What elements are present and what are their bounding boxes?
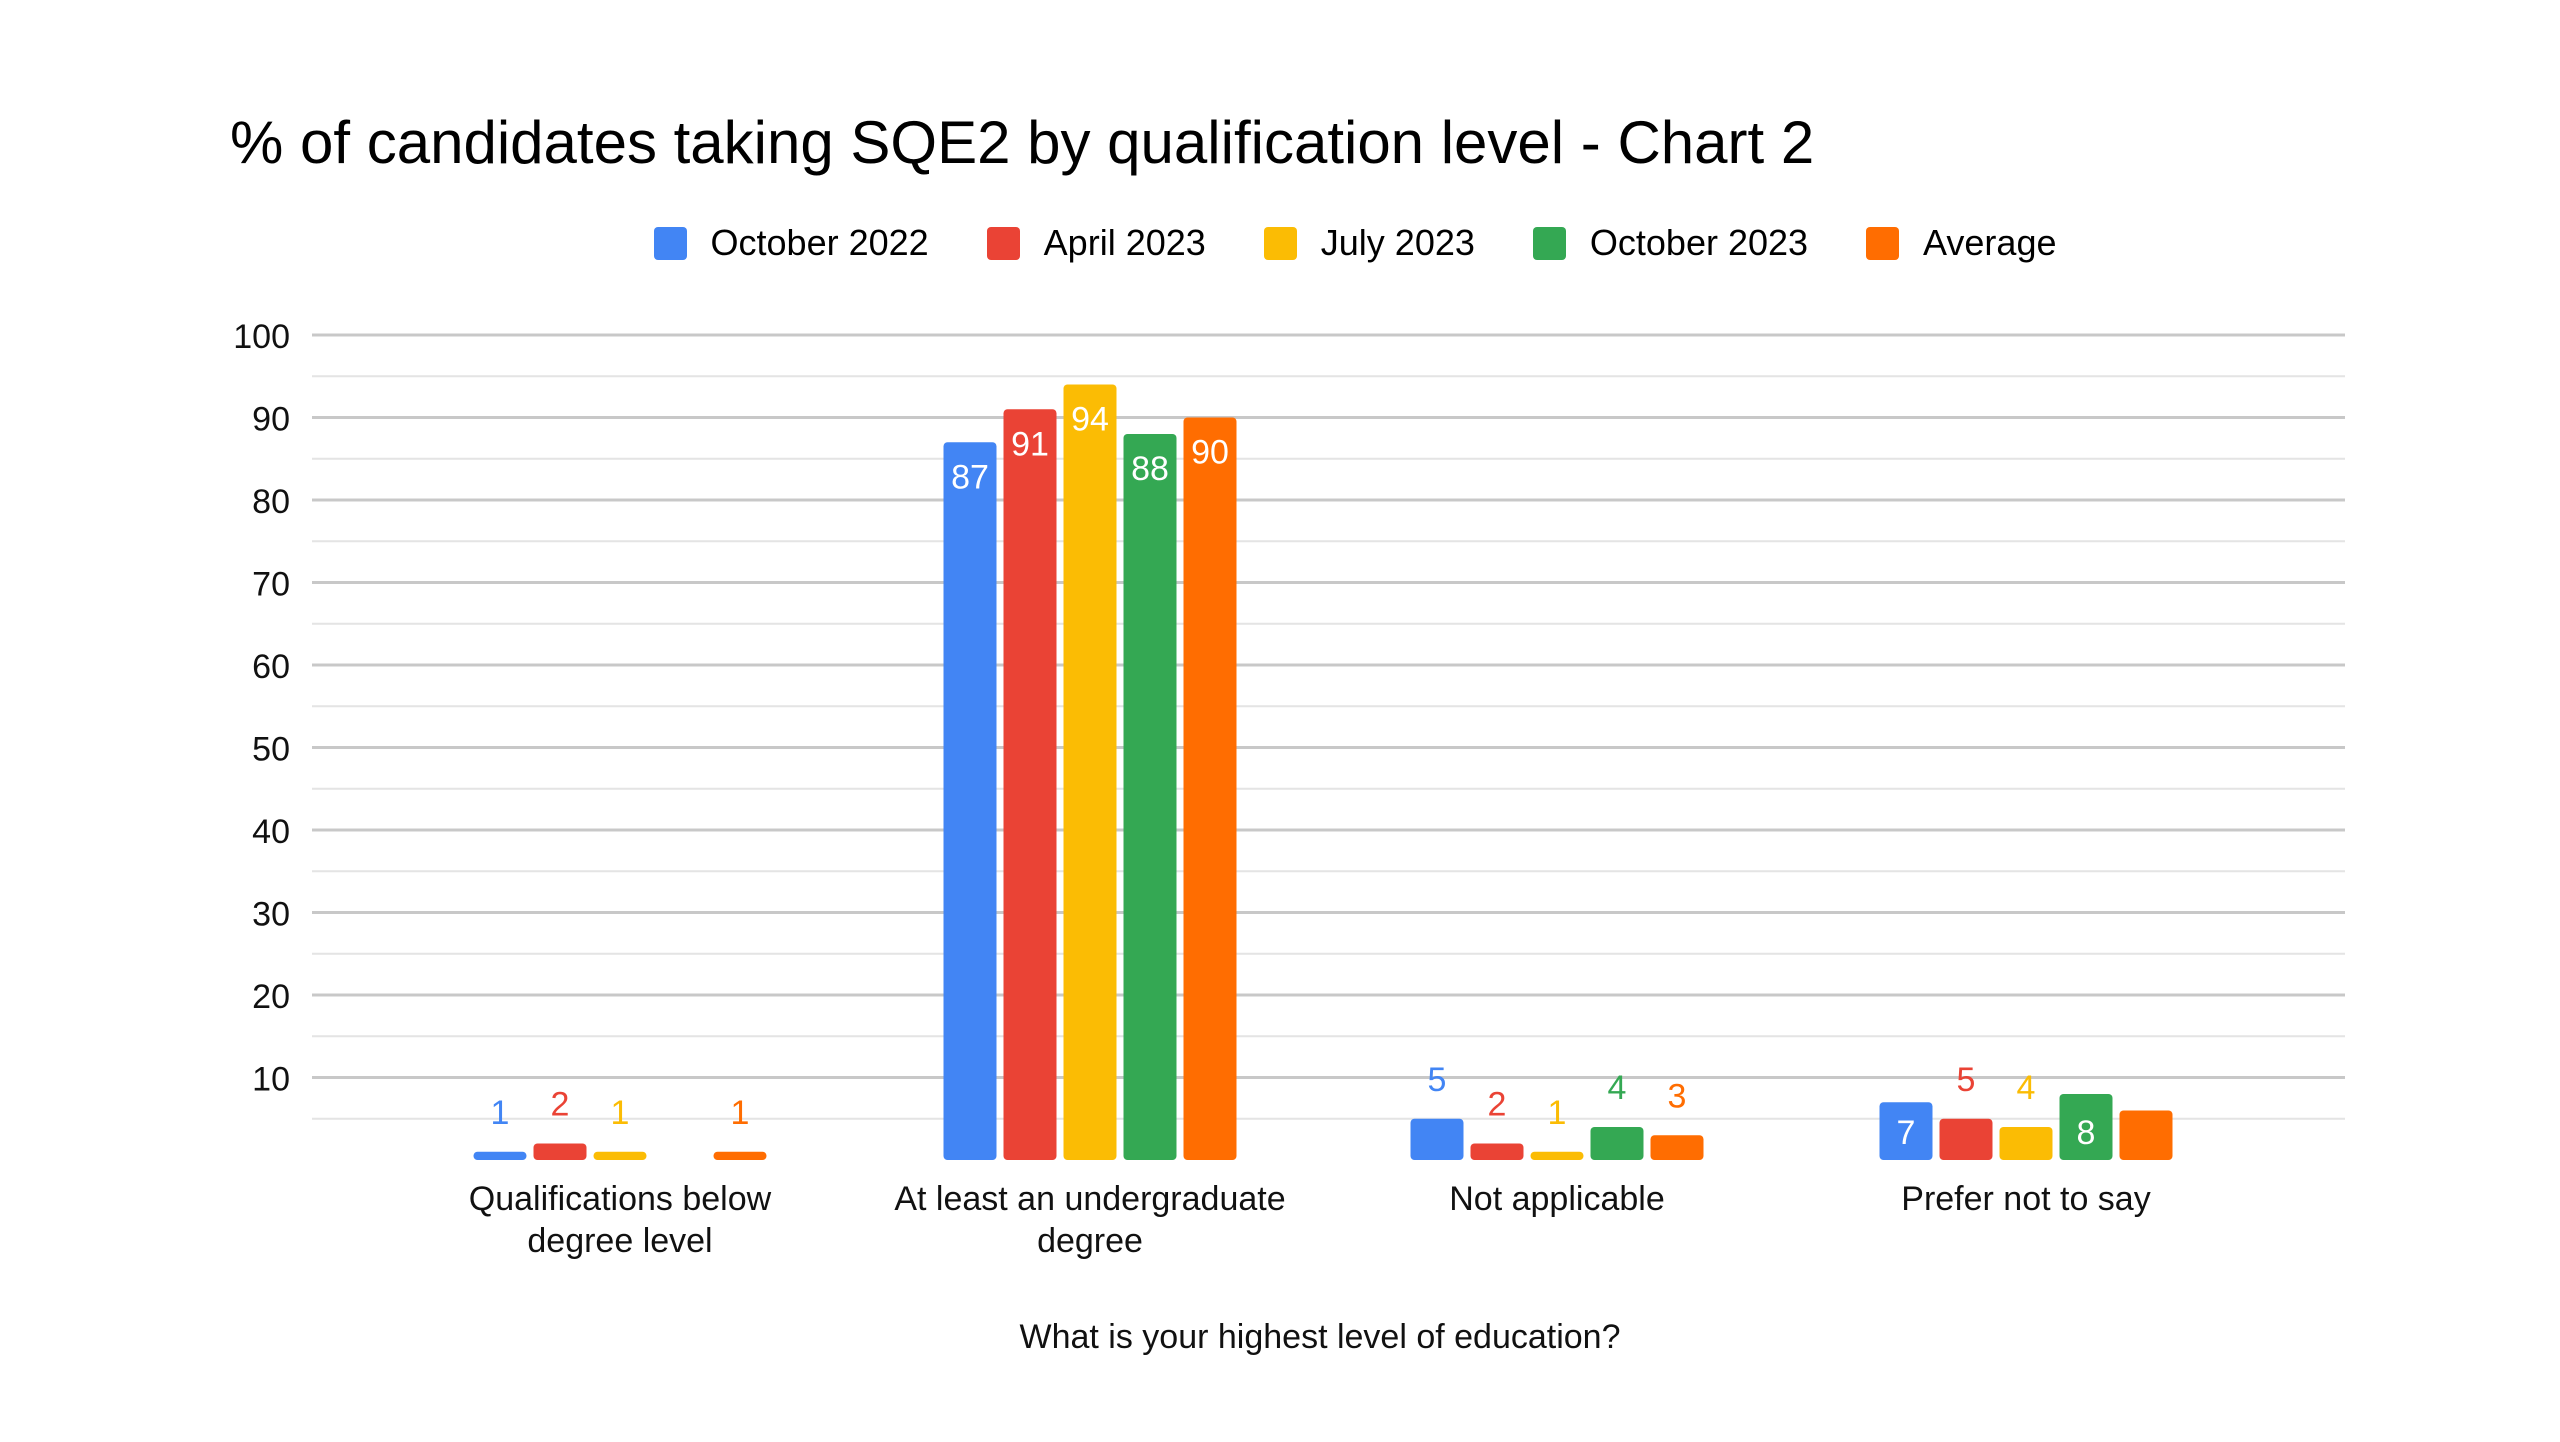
y-tick-label: 10 — [252, 1061, 290, 1099]
legend-item: October 2022 — [653, 222, 929, 264]
data-label: 3 — [1668, 1077, 1687, 1115]
y-tick-label: 90 — [252, 401, 290, 439]
legend-swatch — [986, 226, 1020, 260]
legend: October 2022 April 2023 July 2023 October 2… — [0, 222, 2560, 264]
bar — [1590, 1127, 1644, 1160]
bar — [1650, 1135, 1704, 1160]
x-axis-title: What is your highest level of education? — [1019, 1318, 1620, 1356]
bar — [1003, 409, 1057, 1160]
bar — [1879, 1102, 1933, 1160]
bar — [1939, 1118, 1993, 1160]
data-label: 1 — [1548, 1094, 1567, 1132]
bar — [593, 1151, 647, 1160]
legend-item: April 2023 — [986, 222, 1206, 264]
bar — [1530, 1151, 1584, 1160]
legend-swatch — [1866, 226, 1900, 260]
bar — [1063, 384, 1117, 1160]
legend-swatch — [1532, 226, 1566, 260]
x-tick-label: Not applicable — [1449, 1180, 1664, 1218]
bar — [1999, 1127, 2053, 1160]
data-label: 1 — [731, 1094, 750, 1132]
bar — [1123, 434, 1177, 1160]
x-tick-label: Qualifications below — [469, 1180, 772, 1218]
data-label: 2 — [551, 1086, 570, 1124]
bar — [1470, 1143, 1524, 1160]
x-tick-label: Prefer not to say — [1901, 1180, 2150, 1218]
data-label: 94 — [1071, 401, 1109, 439]
y-tick-label: 70 — [252, 566, 290, 604]
data-label: 1 — [491, 1094, 510, 1132]
y-tick-label: 40 — [252, 813, 290, 851]
data-label: 4 — [2017, 1069, 2036, 1107]
bar — [473, 1151, 527, 1160]
legend-label: October 2022 — [710, 222, 929, 263]
data-label: 91 — [1011, 425, 1049, 463]
data-label: 87 — [951, 458, 989, 496]
x-tick-label: degree level — [527, 1222, 712, 1260]
data-label: 7 — [1897, 1114, 1916, 1152]
data-label: 1 — [611, 1094, 630, 1132]
data-label: 8 — [2077, 1114, 2096, 1152]
data-label: 4 — [1608, 1069, 1627, 1107]
data-label: 5 — [1428, 1061, 1447, 1099]
legend-label: Average — [1923, 222, 2057, 263]
legend-label: April 2023 — [1043, 222, 1206, 263]
x-tick-label: degree — [1037, 1222, 1143, 1260]
data-label: 88 — [1131, 450, 1169, 488]
legend-label: July 2023 — [1320, 222, 1475, 263]
legend-swatch — [653, 226, 687, 260]
y-tick-label: 80 — [252, 483, 290, 521]
legend-item: Average — [1866, 222, 2056, 264]
y-tick-label: 100 — [233, 318, 290, 356]
bar — [1183, 417, 1237, 1160]
bar — [1410, 1118, 1464, 1160]
x-tick-label: At least an undergraduate — [894, 1180, 1285, 1218]
legend-item: July 2023 — [1263, 222, 1475, 264]
bar — [943, 442, 997, 1160]
data-label: 2 — [1488, 1086, 1507, 1124]
legend-swatch — [1263, 226, 1297, 260]
y-tick-label: 50 — [252, 731, 290, 769]
y-tick-label: 20 — [252, 978, 290, 1016]
legend-item: October 2023 — [1532, 222, 1809, 264]
y-tick-label: 60 — [252, 648, 290, 686]
bar — [2119, 1110, 2173, 1160]
bar — [2059, 1094, 2113, 1160]
legend-label: October 2023 — [1589, 222, 1809, 263]
data-label: 90 — [1191, 434, 1229, 472]
data-label: 5 — [1957, 1061, 1976, 1099]
chart-title: % of candidates taking SQE2 by qualifica… — [230, 109, 1815, 176]
y-tick-label: 30 — [252, 896, 290, 934]
bar — [713, 1151, 767, 1160]
bar — [533, 1143, 587, 1160]
